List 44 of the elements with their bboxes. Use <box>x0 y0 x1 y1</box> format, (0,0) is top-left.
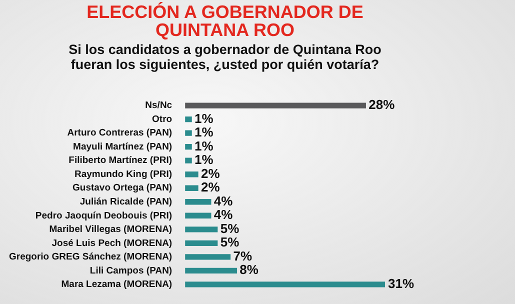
bar <box>185 254 231 260</box>
chart-subtitle: Si los candidatos a gobernador de Quintana Roo fueran los siguientes, ¿usted por quién votaría? <box>68 42 382 72</box>
bar <box>185 172 198 178</box>
y-tick-label: Gustavo Ortega (PAN) <box>72 182 172 194</box>
y-tick-label: Gregorio GREG Sánchez (MORENA) <box>8 252 172 263</box>
data-label: 31% <box>388 276 414 291</box>
data-label: 1% <box>194 152 214 168</box>
data-label: 1% <box>194 138 214 154</box>
bar <box>185 282 385 288</box>
data-label: 8% <box>240 262 259 278</box>
bar <box>185 226 218 232</box>
bar <box>185 102 366 108</box>
bar <box>185 212 212 218</box>
data-label: 2% <box>200 166 220 181</box>
y-tick-label: Arturo Contreras (PAN) <box>67 128 172 139</box>
y-tick-label: Otro <box>152 114 172 125</box>
bar <box>185 144 192 150</box>
y-tick-label: Ns/Nc <box>145 100 172 112</box>
data-label: 4% <box>214 193 234 208</box>
y-tick-label: Filiberto Martínez (PRI) <box>68 155 172 166</box>
bar <box>185 185 198 191</box>
data-label: 5% <box>220 234 240 250</box>
y-tick-label: Raymundo King (PRI) <box>74 168 172 180</box>
data-label: 2% <box>200 180 220 195</box>
bar <box>185 268 238 274</box>
bar <box>185 199 212 205</box>
y-tick-label: Mayuli Martínez (PAN) <box>73 141 172 152</box>
y-tick-label: Mara Lezama (MORENA) <box>61 279 172 290</box>
chart-title: ELECCIÓN A GOBERNADOR DE QUINTANA ROO <box>86 2 364 40</box>
data-label: 4% <box>214 207 234 222</box>
data-label: 1% <box>194 110 214 126</box>
y-tick-label: Lili Campos (PAN) <box>90 265 172 276</box>
y-tick-label: Pedro Jaoquín Deobouis (PRI) <box>35 210 172 222</box>
bar <box>185 240 218 246</box>
y-tick-label: Maribel Villegas (MORENA) <box>49 224 172 236</box>
y-tick-label: José Luis Pech (MORENA) <box>52 238 172 249</box>
bar <box>185 130 192 136</box>
y-tick-label: Julián Ricalde (PAN) <box>80 196 172 208</box>
data-label: 28% <box>368 97 396 112</box>
bar <box>185 158 192 164</box>
data-label: 7% <box>233 248 252 264</box>
bar <box>185 116 192 122</box>
data-label: 5% <box>220 220 240 236</box>
data-label: 1% <box>194 124 214 140</box>
